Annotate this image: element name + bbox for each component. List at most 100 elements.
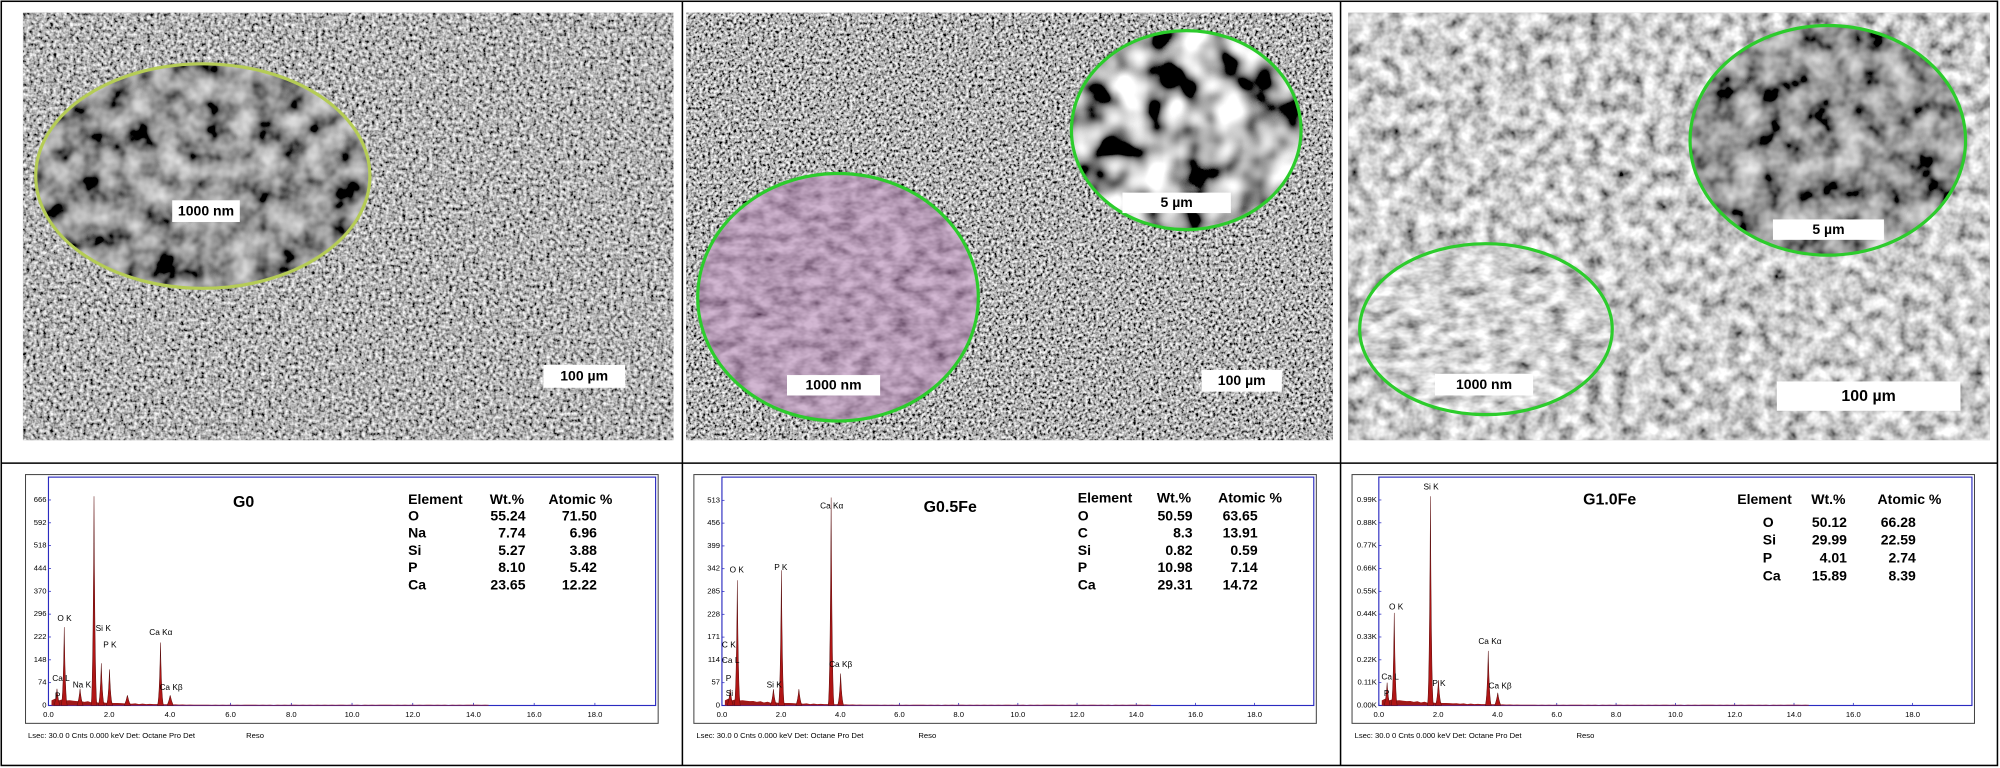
peak bbox=[97, 663, 105, 706]
inset-scale-label: 5 µm bbox=[1161, 194, 1193, 210]
table-atomic: 7.14 bbox=[1230, 559, 1257, 575]
y-tick-label: 114 bbox=[708, 655, 721, 664]
x-tick-label: 14.0 bbox=[466, 710, 481, 719]
table-element: P bbox=[1078, 559, 1087, 575]
table-header: Atomic % bbox=[1878, 491, 1942, 507]
y-tick-label: 0.22K bbox=[1357, 655, 1378, 664]
footer: Lsec: 30.0 0 Cnts 0.000 keV Det: Octane … bbox=[696, 731, 864, 740]
x-tick-label: 6.0 bbox=[894, 710, 905, 719]
table-wt: 8.3 bbox=[1173, 525, 1193, 541]
table-header: Atomic % bbox=[1218, 490, 1282, 506]
inset-image bbox=[35, 63, 370, 289]
peak bbox=[1494, 692, 1502, 706]
x-tick-label: 18.0 bbox=[587, 710, 602, 719]
table-header: Wt.% bbox=[1811, 491, 1846, 507]
x-tick-label: 4.0 bbox=[165, 710, 176, 719]
inset-scale-label: 5 µm bbox=[1812, 221, 1844, 237]
inset-border bbox=[1688, 23, 1968, 257]
x-tick-label: 10.0 bbox=[345, 710, 360, 719]
continuum bbox=[724, 698, 1152, 706]
inset-scale-label-box bbox=[172, 200, 240, 222]
y-tick-label: 666 bbox=[34, 495, 47, 504]
peak-label: P K bbox=[103, 640, 117, 650]
scale-bar-label: 100 µm bbox=[560, 368, 608, 384]
table-wt: 5.27 bbox=[498, 542, 525, 558]
inset-scale-label-box bbox=[786, 375, 881, 396]
table-atomic: 14.72 bbox=[1223, 576, 1258, 592]
y-tick-label: 0.33K bbox=[1357, 632, 1378, 641]
table-wt: 0.82 bbox=[1165, 542, 1192, 558]
peak-label: Si K bbox=[767, 679, 783, 689]
x-tick-label: 8.0 bbox=[286, 710, 297, 719]
peak-label: Ca Kα bbox=[820, 501, 843, 511]
table-atomic: 22.59 bbox=[1881, 532, 1916, 548]
y-tick-label: 513 bbox=[707, 495, 720, 504]
x-tick-label: 2.0 bbox=[1433, 710, 1444, 719]
y-tick-label: 74 bbox=[38, 678, 47, 687]
peak-label: Ca L bbox=[1381, 672, 1399, 682]
table-element: Ca bbox=[408, 576, 426, 592]
x-tick-label: 12.0 bbox=[1727, 710, 1742, 719]
inset-tint bbox=[697, 173, 979, 421]
table-atomic: 8.39 bbox=[1889, 567, 1916, 583]
peak bbox=[1434, 680, 1442, 706]
table-element: O bbox=[1763, 514, 1774, 530]
table-element: Si bbox=[408, 542, 421, 558]
peak-label: P K bbox=[774, 562, 788, 572]
inset-scale-label-box bbox=[1772, 219, 1884, 240]
table-atomic: 66.28 bbox=[1881, 514, 1916, 530]
peak bbox=[90, 496, 98, 706]
table-wt: 23.65 bbox=[490, 576, 525, 592]
scale-bar-label: 100 µm bbox=[1218, 372, 1266, 388]
peak bbox=[1383, 682, 1391, 706]
table-wt: 8.10 bbox=[498, 559, 525, 575]
peak-label: O K bbox=[57, 613, 72, 623]
x-tick-label: 6.0 bbox=[1551, 710, 1562, 719]
x-tick-label: 18.0 bbox=[1905, 710, 1920, 719]
x-tick-label: 16.0 bbox=[527, 710, 542, 719]
table-element: Si bbox=[1763, 532, 1776, 548]
inset-scale-label: 1000 nm bbox=[178, 202, 234, 218]
inset-image bbox=[1359, 243, 1613, 415]
footer-reso: Reso bbox=[1577, 731, 1595, 740]
y-tick-label: 370 bbox=[34, 586, 47, 595]
table-atomic: 63.65 bbox=[1223, 507, 1258, 523]
y-tick-label: 296 bbox=[34, 609, 47, 618]
continuum bbox=[1381, 698, 1809, 706]
y-tick-label: 0.77K bbox=[1357, 541, 1378, 550]
table-wt: 29.99 bbox=[1812, 532, 1847, 548]
y-tick-label: 0.99K bbox=[1357, 495, 1378, 504]
table-wt: 15.89 bbox=[1812, 567, 1847, 583]
y-tick-label: 228 bbox=[707, 609, 720, 618]
y-tick-label: 171 bbox=[707, 632, 720, 641]
table-element: Si bbox=[1078, 542, 1091, 558]
x-tick-label: 14.0 bbox=[1129, 710, 1144, 719]
table-element: Na bbox=[408, 525, 426, 541]
table-wt: 50.59 bbox=[1158, 507, 1193, 523]
footer-reso: Reso bbox=[918, 731, 936, 740]
table-atomic: 3.88 bbox=[570, 542, 597, 558]
spectrum-frame bbox=[1351, 474, 1975, 724]
y-tick-label: 0 bbox=[42, 701, 46, 710]
peak bbox=[726, 689, 734, 706]
peak bbox=[157, 642, 164, 706]
y-tick-label: 148 bbox=[34, 655, 47, 664]
y-tick-label: 0 bbox=[716, 701, 720, 710]
spectrum-title: G0.5Fe bbox=[924, 499, 977, 516]
peak-label: O K bbox=[730, 564, 745, 574]
peak-label: C K bbox=[722, 640, 736, 650]
peak-label: P bbox=[1384, 688, 1390, 698]
table-atomic: 71.50 bbox=[562, 507, 597, 523]
y-tick-label: 518 bbox=[34, 541, 47, 550]
inset-scale-label: 1000 nm bbox=[805, 377, 861, 393]
inset-scale-label-box bbox=[1122, 192, 1231, 214]
peak bbox=[733, 580, 741, 706]
x-tick-label: 14.0 bbox=[1787, 710, 1802, 719]
table-element: P bbox=[1763, 549, 1772, 565]
x-tick-label: 0.0 bbox=[717, 710, 728, 719]
y-tick-label: 0.88K bbox=[1357, 518, 1378, 527]
inset-border bbox=[34, 62, 372, 290]
peak-label: O K bbox=[1389, 601, 1404, 611]
x-tick-label: 16.0 bbox=[1846, 710, 1861, 719]
